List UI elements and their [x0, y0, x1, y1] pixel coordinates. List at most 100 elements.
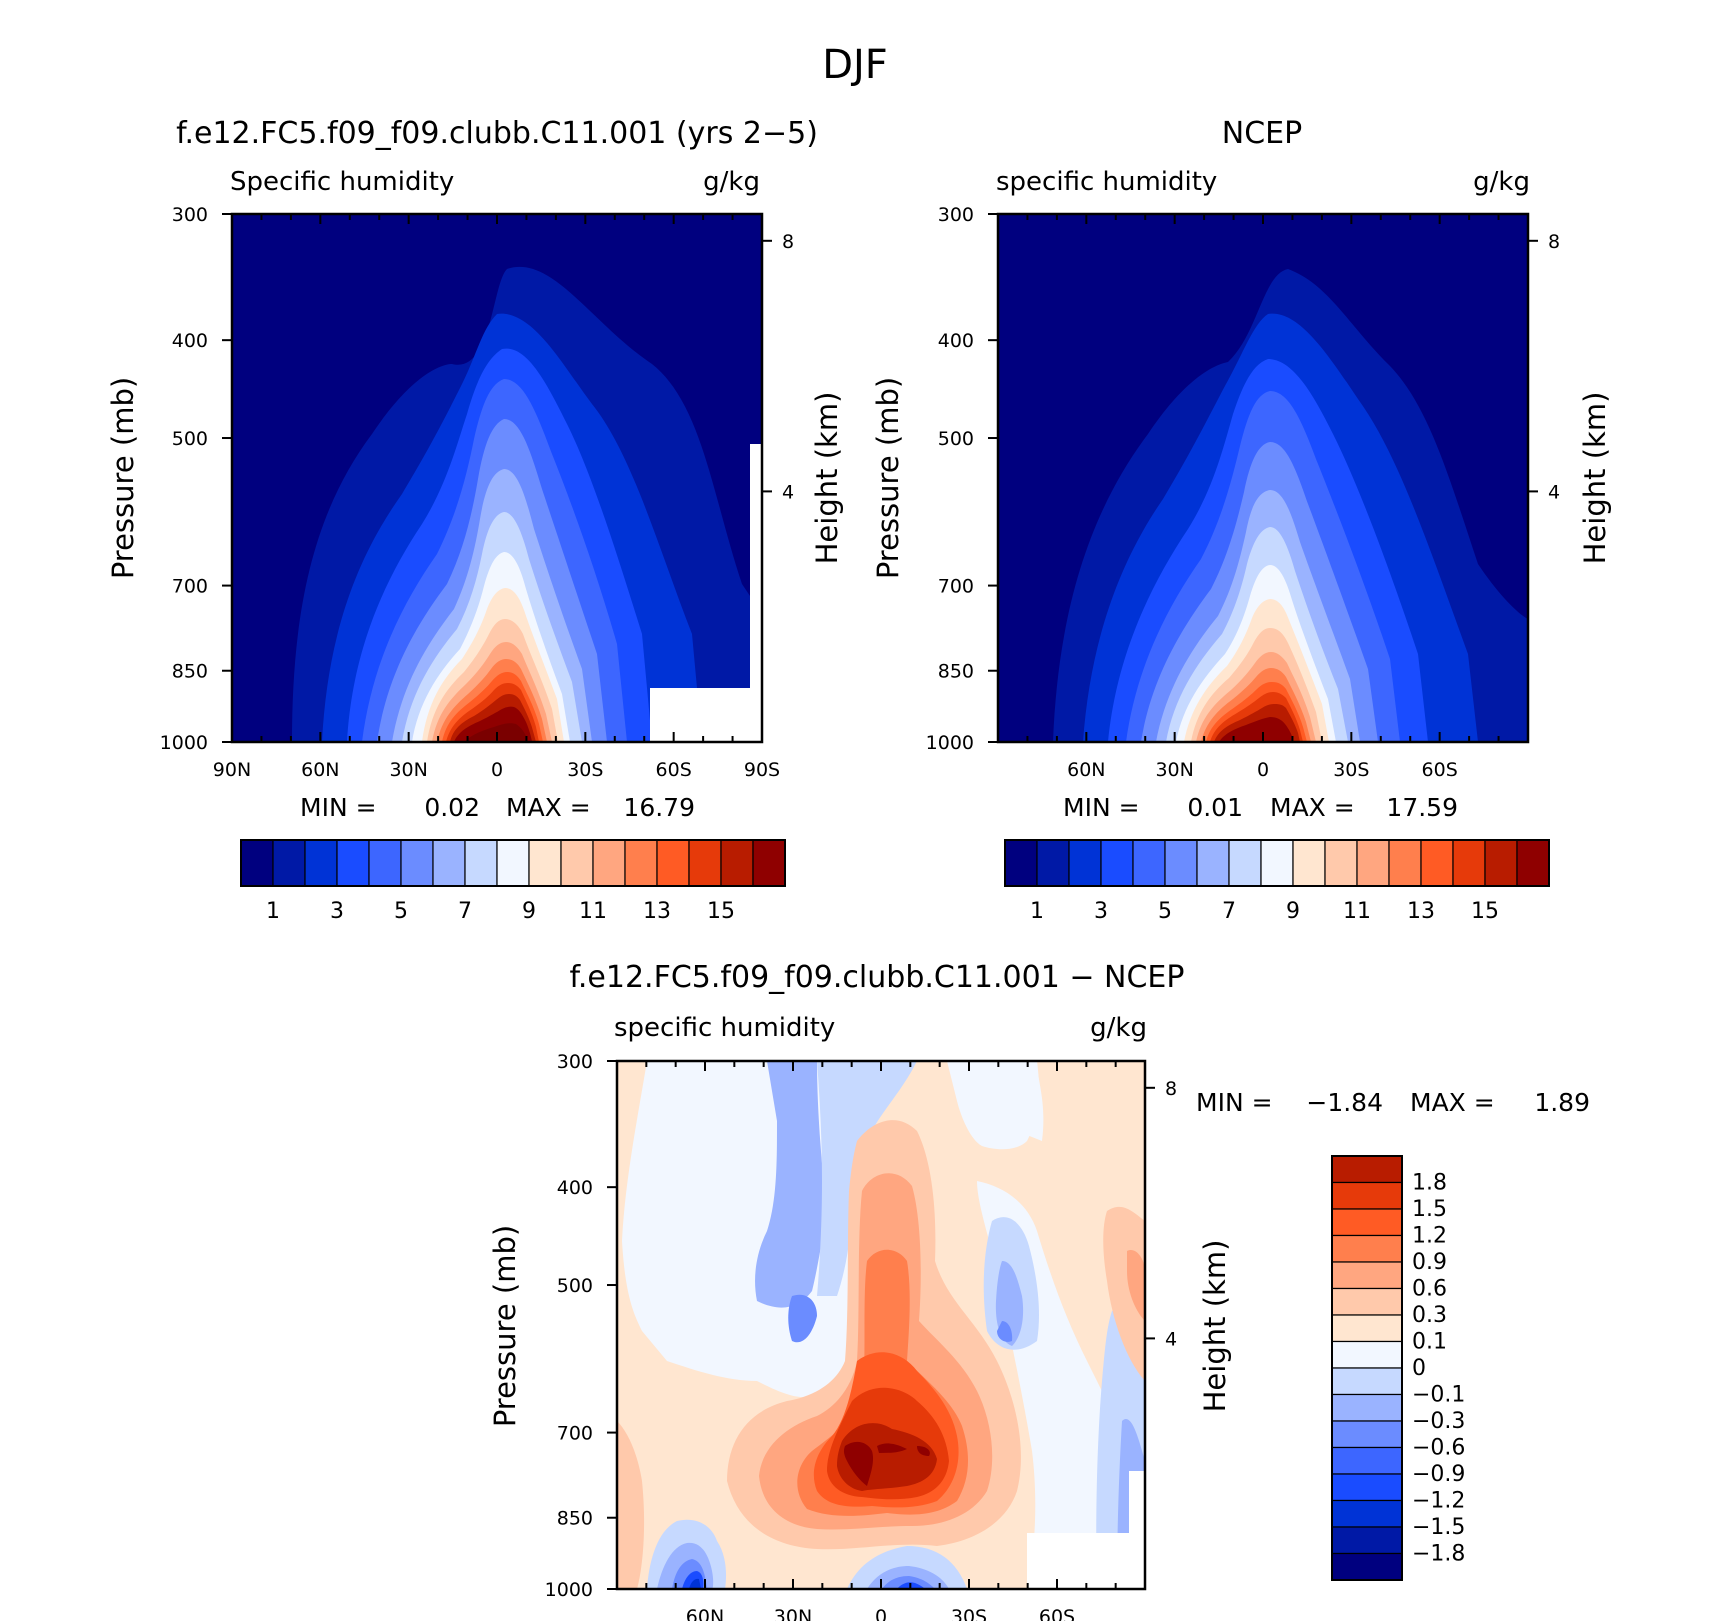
colorbar-swatch — [1331, 1393, 1403, 1422]
contour-band — [877, 1443, 907, 1453]
panel-difference: f.e12.FC5.f09_f09.clubb.C11.001 − NCEP s… — [488, 960, 1590, 1621]
x-tick-label: 90N — [213, 759, 251, 781]
colorbar-difference: 1.81.51.20.90.60.30.10−0.1−0.3−0.6−0.9−1… — [1331, 1155, 1465, 1581]
page-title: DJF — [822, 42, 888, 88]
colorbar-label: 5 — [1158, 899, 1172, 924]
colorbar-swatch — [1331, 1208, 1403, 1237]
contour-band — [917, 1446, 930, 1456]
colorbar-label: 15 — [707, 899, 735, 924]
max-label: MAX = — [1270, 793, 1355, 822]
colorbar-label: 1.2 — [1412, 1224, 1447, 1249]
colorbar-label: 0.6 — [1412, 1277, 1447, 1302]
panel-title: f.e12.FC5.f09_f09.clubb.C11.001 (yrs 2−5… — [176, 116, 818, 151]
min-value: −1.84 — [1306, 1088, 1383, 1117]
colorbar-swatch — [1100, 839, 1134, 887]
plot-area — [615, 1059, 1147, 1591]
colorbar-swatch — [1331, 1340, 1403, 1369]
colorbar-swatch — [1331, 1234, 1403, 1263]
colorbar-swatch — [1228, 839, 1262, 887]
colorbar-label: 9 — [522, 899, 536, 924]
colorbar-swatch — [1331, 1261, 1403, 1290]
colorbar-swatch — [464, 839, 498, 887]
colorbar-swatch — [1331, 1499, 1403, 1528]
colorbar-model: 1 3 5 7 9 11 13 15 — [240, 839, 786, 924]
colorbar-label: 7 — [1222, 899, 1236, 924]
min-label: MIN = — [1196, 1088, 1273, 1117]
x-tick-label: 30S — [1333, 759, 1369, 781]
x-tick-label: 0 — [491, 759, 503, 781]
y-tick-label: 700 — [172, 576, 208, 598]
x-tick-label: 30S — [567, 759, 603, 781]
colorbar-swatch — [432, 839, 466, 887]
colorbar-label: 13 — [1407, 899, 1435, 924]
colorbar-label: 0 — [1412, 1356, 1426, 1381]
colorbar-frame — [1004, 839, 1550, 887]
y-axis-label: Pressure (mb) — [871, 377, 905, 579]
y2-tick-label: 4 — [1165, 1328, 1177, 1350]
x-tick-label: 60S — [656, 759, 692, 781]
colorbar-swatch — [1036, 839, 1070, 887]
colorbar-label: −0.9 — [1412, 1462, 1465, 1487]
colorbar-swatch — [1388, 839, 1422, 887]
colorbar-label: 15 — [1471, 899, 1499, 924]
colorbar-swatch — [1356, 839, 1390, 887]
colorbar-label: 1.8 — [1412, 1171, 1447, 1196]
plot-area — [230, 212, 764, 744]
min-label: MIN = — [1063, 793, 1140, 822]
colorbar-swatch — [720, 839, 754, 887]
y2-tick-label: 8 — [1165, 1078, 1177, 1100]
colorbar-ncep: 1 3 5 7 9 11 13 15 — [1004, 839, 1550, 924]
panel-ncep: NCEP specific humidity g/kg Pressure (mb… — [871, 116, 1612, 924]
colorbar-swatch — [1331, 1314, 1403, 1343]
colorbar-frame — [240, 839, 786, 887]
colorbar-swatch — [656, 839, 690, 887]
axes-model: 90N 60N 30N 0 30S 60S 90S 300 400 500 700 850 1000 8 4 — [160, 204, 794, 781]
colorbar-label: 9 — [1286, 899, 1300, 924]
axes-ncep: 60N 30N 0 30S 60S 300 400 500 700 850 1000 8 4 — [926, 204, 1560, 781]
x-tick-label: 0 — [1257, 759, 1269, 781]
panel-model: f.e12.FC5.f09_f09.clubb.C11.001 (yrs 2−5… — [106, 116, 844, 924]
contour-band — [947, 1061, 1039, 1150]
colorbar-swatch — [1132, 839, 1166, 887]
variable-label: specific humidity — [614, 1013, 835, 1043]
contour-band — [1127, 1250, 1145, 1321]
variable-label: Specific humidity — [230, 167, 454, 197]
colorbar-swatch — [1068, 839, 1102, 887]
colorbar-swatch — [1324, 839, 1358, 887]
colorbar-swatch — [752, 839, 786, 887]
colorbar-label: −0.1 — [1412, 1383, 1465, 1408]
max-value: 16.79 — [623, 793, 695, 822]
x-tick-label: 30N — [1155, 759, 1193, 781]
contour-band — [843, 1441, 874, 1486]
y2-tick-label: 8 — [782, 231, 794, 253]
colorbar-label: 11 — [579, 899, 607, 924]
colorbar-swatch — [304, 839, 338, 887]
colorbar-swatch — [624, 839, 658, 887]
x-tick-label: 0 — [875, 1606, 887, 1621]
max-label: MAX = — [506, 793, 591, 822]
min-label: MIN = — [300, 793, 377, 822]
colorbar-swatch — [400, 839, 434, 887]
y2-tick-label: 8 — [1548, 231, 1560, 253]
y-tick-label: 300 — [172, 204, 208, 226]
x-tick-label: 30N — [774, 1606, 812, 1621]
colorbar-swatch — [1331, 1420, 1403, 1449]
units-label: g/kg — [703, 167, 760, 197]
x-tick-label: 30N — [389, 759, 427, 781]
missing-data-region — [1129, 1471, 1145, 1589]
y-tick-label: 850 — [172, 661, 208, 683]
colorbar-label: 3 — [330, 899, 344, 924]
contour-band — [997, 1321, 1013, 1342]
colorbar-swatch — [1331, 1526, 1403, 1555]
colorbar-swatch — [1196, 839, 1230, 887]
colorbar-label: −1.8 — [1412, 1542, 1465, 1567]
max-label: MAX = — [1410, 1088, 1495, 1117]
colorbar-swatch — [1331, 1552, 1403, 1581]
x-tick-label: 60N — [686, 1606, 724, 1621]
panel-title: NCEP — [1222, 116, 1302, 151]
colorbar-label: −1.5 — [1412, 1515, 1465, 1540]
missing-data-region — [1027, 1533, 1129, 1589]
variable-label: specific humidity — [996, 167, 1217, 197]
colorbar-swatch — [1260, 839, 1294, 887]
colorbar-swatch — [1484, 839, 1518, 887]
